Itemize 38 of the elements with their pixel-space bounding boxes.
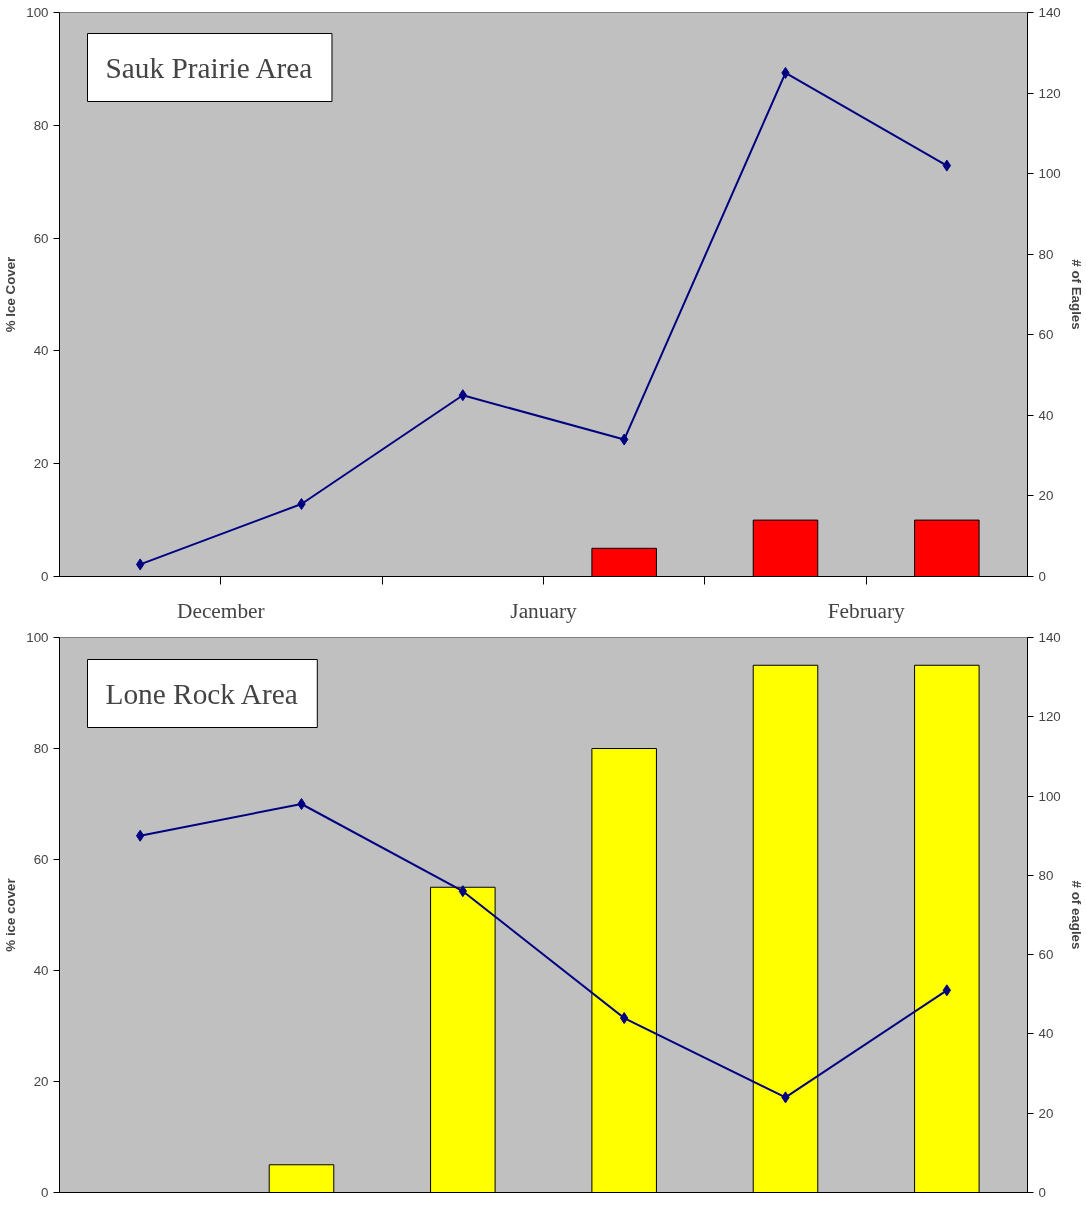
y-tick-label: 40	[33, 963, 49, 978]
y-tick-label: 0	[41, 569, 49, 584]
y2-axis-title: # of eagles	[1068, 880, 1084, 950]
y-tick-label: 80	[33, 741, 49, 756]
y2-tick-label: 20	[1038, 488, 1054, 504]
y2-tick-label: 0	[1038, 569, 1046, 584]
y2-tick-label: 60	[1038, 327, 1054, 343]
y2-tick-label: 40	[1038, 407, 1054, 423]
y-tick-label: 40	[33, 343, 49, 359]
text: January	[510, 598, 577, 623]
text: February	[827, 598, 905, 623]
y2-tick-label: 0	[1038, 1185, 1046, 1200]
y2-tick-label: 140	[1038, 630, 1061, 645]
y-tick-label: 20	[33, 1074, 49, 1089]
y2-tick-label: 80	[1038, 246, 1054, 262]
y2-tick-label: 60	[1038, 947, 1054, 963]
y2-tick-label: 120	[1038, 85, 1061, 101]
y-axis-title: % Ice Cover	[3, 256, 19, 333]
y2-tick-label: 80	[1038, 867, 1054, 883]
y2-axis-title: # of Eagles	[1068, 259, 1084, 330]
y-tick-label: 60	[33, 230, 49, 246]
text: December	[177, 598, 265, 623]
y2-tick-label: 40	[1038, 1026, 1054, 1042]
y2-tick-label: 120	[1038, 709, 1061, 725]
text: Lone Rock Area	[105, 677, 298, 710]
y-tick-label: 100	[26, 630, 49, 645]
point	[297, 798, 306, 810]
y-tick-label: 100	[26, 5, 49, 20]
y2-tick-label: 140	[1038, 5, 1061, 20]
y2-tick-label: 100	[1038, 166, 1061, 182]
text: Sauk Prairie Area	[105, 51, 313, 84]
y2-tick-label: 100	[1038, 788, 1061, 804]
y-tick-label: 20	[33, 456, 49, 472]
y-tick-label: 60	[33, 852, 49, 867]
y2-tick-label: 20	[1038, 1105, 1054, 1121]
y-tick-label: 0	[41, 1185, 49, 1200]
y-axis-title: % ice cover	[3, 878, 19, 952]
y-tick-label: 80	[33, 117, 49, 133]
